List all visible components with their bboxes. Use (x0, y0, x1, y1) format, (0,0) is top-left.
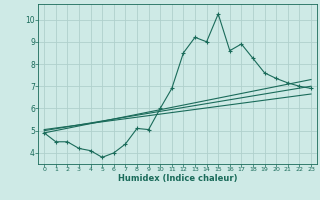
X-axis label: Humidex (Indice chaleur): Humidex (Indice chaleur) (118, 174, 237, 183)
